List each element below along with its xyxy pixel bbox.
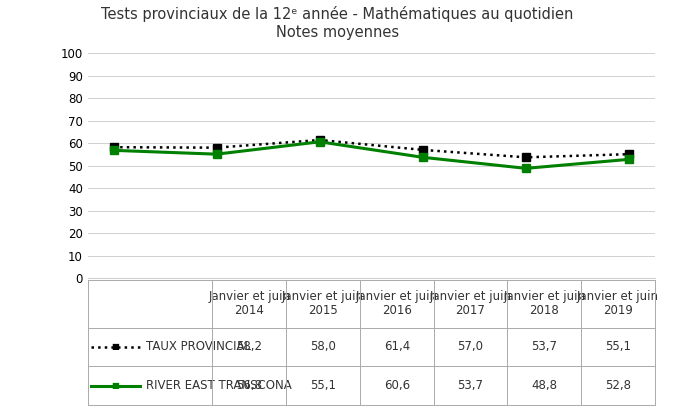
Line: TAUX PROVINCIAL: TAUX PROVINCIAL — [109, 136, 633, 162]
RIVER EAST TRANSCONA — [213, 152, 221, 157]
TAUX PROVINCIAL — [109, 145, 117, 150]
Text: 2016: 2016 — [382, 304, 412, 317]
TAUX PROVINCIAL — [418, 147, 427, 152]
Text: 55,1: 55,1 — [310, 379, 336, 392]
TAUX PROVINCIAL — [213, 145, 221, 150]
Text: ■: ■ — [111, 381, 119, 390]
Text: Janvier et juin: Janvier et juin — [503, 290, 585, 303]
Text: 56,8: 56,8 — [236, 379, 263, 392]
Text: 60,6: 60,6 — [383, 379, 410, 392]
Text: TAUX PROVINCIAL: TAUX PROVINCIAL — [146, 340, 250, 353]
Text: 52,8: 52,8 — [605, 379, 631, 392]
Text: 57,0: 57,0 — [458, 340, 483, 353]
Line: RIVER EAST TRANSCONA: RIVER EAST TRANSCONA — [109, 138, 633, 173]
TAUX PROVINCIAL — [625, 152, 633, 157]
Text: 2017: 2017 — [456, 304, 485, 317]
Text: 48,8: 48,8 — [531, 379, 557, 392]
Text: 58,0: 58,0 — [310, 340, 336, 353]
TAUX PROVINCIAL — [522, 155, 530, 160]
Text: 58,2: 58,2 — [236, 340, 263, 353]
Text: Janvier et juin: Janvier et juin — [209, 290, 290, 303]
Text: 2014: 2014 — [234, 304, 265, 317]
TAUX PROVINCIAL — [316, 137, 324, 142]
Text: Janvier et juin: Janvier et juin — [429, 290, 512, 303]
Text: 2018: 2018 — [529, 304, 559, 317]
Text: 53,7: 53,7 — [458, 379, 483, 392]
Text: 2015: 2015 — [308, 304, 338, 317]
Text: Janvier et juin: Janvier et juin — [356, 290, 438, 303]
Text: RIVER EAST TRANSCONA: RIVER EAST TRANSCONA — [146, 379, 292, 392]
Text: 61,4: 61,4 — [383, 340, 410, 353]
RIVER EAST TRANSCONA — [625, 157, 633, 162]
RIVER EAST TRANSCONA — [109, 148, 117, 153]
Text: 2019: 2019 — [603, 304, 633, 317]
RIVER EAST TRANSCONA — [522, 166, 530, 171]
Text: Tests provinciaux de la 12ᵉ année - Mathématiques au quotidien
Notes moyennes: Tests provinciaux de la 12ᵉ année - Math… — [101, 6, 574, 40]
RIVER EAST TRANSCONA — [316, 139, 324, 144]
Text: Janvier et juin: Janvier et juin — [282, 290, 364, 303]
Text: Janvier et juin: Janvier et juin — [577, 290, 659, 303]
RIVER EAST TRANSCONA — [418, 155, 427, 160]
Text: 53,7: 53,7 — [531, 340, 557, 353]
Text: ■: ■ — [111, 342, 119, 351]
Text: 55,1: 55,1 — [605, 340, 631, 353]
